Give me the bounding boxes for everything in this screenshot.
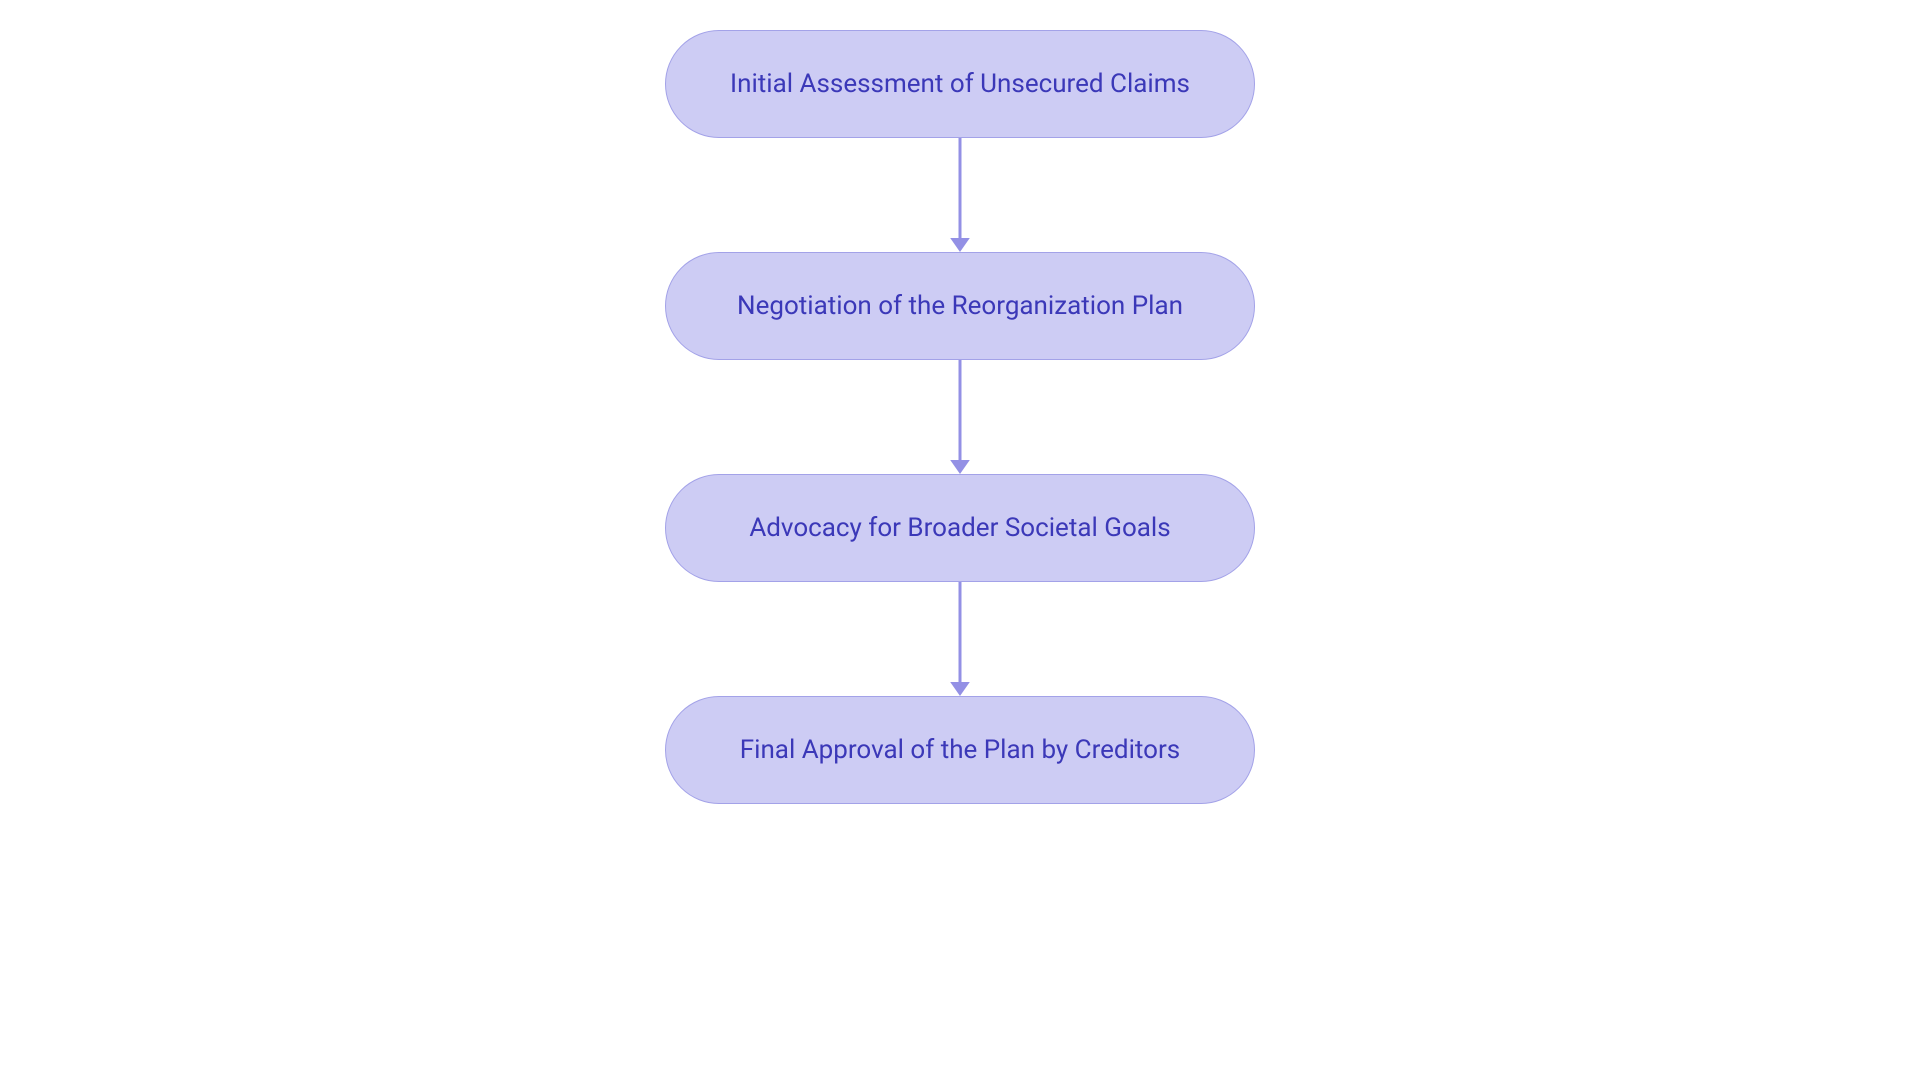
flowchart-node-label: Negotiation of the Reorganization Plan	[737, 291, 1183, 321]
flowchart-node: Negotiation of the Reorganization Plan	[665, 252, 1255, 360]
flowchart-container: Initial Assessment of Unsecured Claims Ne…	[665, 30, 1255, 804]
flowchart-node: Final Approval of the Plan by Creditors	[665, 696, 1255, 804]
flowchart-arrow	[944, 582, 976, 696]
flowchart-arrow	[944, 360, 976, 474]
flowchart-node-label: Final Approval of the Plan by Creditors	[740, 735, 1180, 765]
flowchart-arrow	[944, 138, 976, 252]
flowchart-node-label: Initial Assessment of Unsecured Claims	[730, 69, 1190, 99]
flowchart-node: Advocacy for Broader Societal Goals	[665, 474, 1255, 582]
flowchart-node: Initial Assessment of Unsecured Claims	[665, 30, 1255, 138]
flowchart-node-label: Advocacy for Broader Societal Goals	[749, 513, 1170, 543]
